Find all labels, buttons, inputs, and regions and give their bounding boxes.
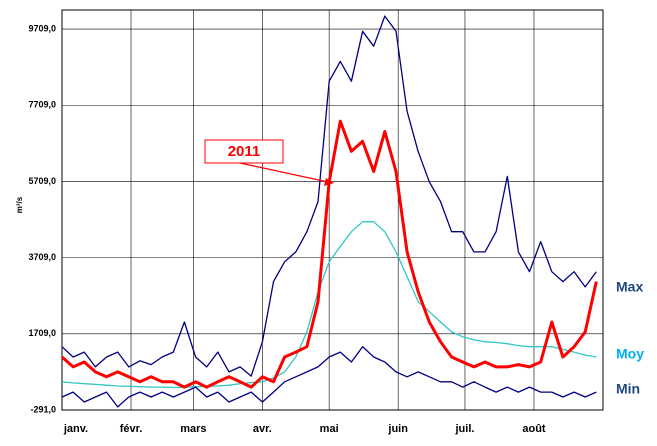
x-tick-label: août xyxy=(522,423,546,435)
y-tick-label: 1709,0 xyxy=(28,328,56,338)
y-tick-label: 9709,0 xyxy=(28,23,56,33)
y-tick-label: 5709,0 xyxy=(28,176,56,186)
annotation-arrowhead xyxy=(324,178,334,186)
series-line xyxy=(61,221,597,389)
y-tick-label: 3709,0 xyxy=(28,252,56,262)
annotation-text: 2011 xyxy=(228,143,261,160)
x-tick-label: févr. xyxy=(120,423,143,435)
plot-area xyxy=(62,10,603,410)
y-tick-label: 7709,0 xyxy=(28,100,56,110)
x-tick-label: juin xyxy=(387,423,408,435)
series-line xyxy=(61,346,597,408)
x-tick-label: juil. xyxy=(454,423,474,435)
annotation-box xyxy=(204,139,284,164)
series-label: Max xyxy=(616,279,643,295)
x-tick-label: mai xyxy=(320,423,339,435)
series-line xyxy=(61,15,597,377)
series-label: Min xyxy=(616,381,640,397)
y-axis-label: m³/s xyxy=(15,196,24,213)
y-tick-label: -291,0 xyxy=(30,404,56,414)
x-tick-label: janv. xyxy=(63,423,88,435)
plot-border xyxy=(61,9,604,411)
x-tick-label: mars xyxy=(180,423,206,435)
annotation-arrow xyxy=(239,162,329,183)
series-label: Moy xyxy=(616,346,644,362)
x-tick-label: avr. xyxy=(253,423,272,435)
